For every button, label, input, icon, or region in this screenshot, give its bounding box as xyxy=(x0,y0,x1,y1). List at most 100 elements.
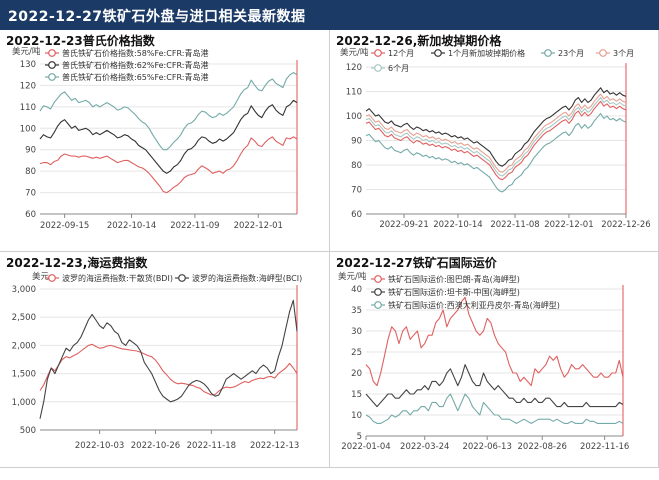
series-line xyxy=(39,343,298,396)
x-tick-label: 2022-11-16 xyxy=(580,442,629,452)
legend-label: 波罗的海运费指数:海岬型(BCI) xyxy=(192,273,302,283)
y-tick-label: 60 xyxy=(25,210,36,220)
x-tick-label: 2022-10-14 xyxy=(433,220,482,230)
y-tick-label: 90 xyxy=(25,146,36,156)
unit-label: 美元 xyxy=(32,271,50,282)
legend-label: 波罗的海运费指数:干散货(BDI) xyxy=(62,273,173,283)
unit-label: 美元/吨 xyxy=(340,47,369,58)
legend-label: 铁矿石国际运价:坦卡斯-中国(海岬型) xyxy=(388,287,520,297)
y-tick-label: 100 xyxy=(20,124,36,134)
legend-swatch-marker xyxy=(178,274,186,282)
y-tick-label: 100 xyxy=(346,112,362,122)
legend-label: 普氏铁矿石价格指数:58%Fe:CFR:青岛港 xyxy=(62,48,208,58)
legend-swatch-marker xyxy=(48,274,56,282)
legend-swatch-marker xyxy=(374,288,382,296)
y-tick-label: 25 xyxy=(351,348,362,358)
legend-swatch-marker xyxy=(374,64,382,72)
x-tick-label: 2022-11-09 xyxy=(170,221,219,231)
x-tick-label: 2022-12-01 xyxy=(544,220,593,230)
chart-panel-freight-index: 2022-12-23,海运费指数 500 1,000 1,500 2,000 2,500… xyxy=(0,252,330,468)
y-tick-label: 90 xyxy=(351,137,362,147)
y-tick-label: 80 xyxy=(25,167,36,177)
y-tick-label: 2,500 xyxy=(12,313,36,323)
y-tick-label: 60 xyxy=(351,210,362,220)
x-tick-label: 2022-11-18 xyxy=(187,441,236,451)
series-line xyxy=(39,136,298,194)
report-header: 2022-12-27铁矿石外盘与进口相关最新数据 xyxy=(0,0,659,30)
y-tick-label: 35 xyxy=(351,306,362,316)
chart-canvas: 60 70 80 90 100 110 120 130 2022-09-15 2022-10-14… xyxy=(12,46,298,231)
legend-swatch-marker xyxy=(374,49,382,57)
legend-label: 1个月新加坡掉期价格 xyxy=(448,48,525,58)
y-tick-label: 3,000 xyxy=(12,285,36,295)
x-tick-label: 2022-03-24 xyxy=(400,442,449,452)
series-line xyxy=(365,100,627,181)
series-line xyxy=(365,393,624,424)
legend-swatch-marker xyxy=(48,49,56,57)
x-tick-label: 2022-10-03 xyxy=(75,441,124,451)
y-tick-label: 120 xyxy=(20,81,36,91)
legend-swatch-marker xyxy=(48,73,56,81)
y-tick-label: 5 xyxy=(357,432,362,442)
y-tick-label: 2,000 xyxy=(12,341,36,351)
chart-title: 2022-12-27铁矿石国际运价 xyxy=(336,256,497,270)
legend-label: 普氏铁矿石价格指数:65%Fe:CFR:青岛港 xyxy=(62,72,208,82)
chart-panel-platts-index: 2022-12-23普氏价格指数 60 70 80 90 100 110 120 130 202… xyxy=(0,30,330,252)
chart-canvas: 60 70 80 90 100 110 120 2022-09-21 2022-10-14 202… xyxy=(340,47,651,230)
legend-swatch-marker xyxy=(374,301,382,309)
chart-title: 2022-12-23,海运费指数 xyxy=(6,256,148,270)
x-tick-label: 2022-10-14 xyxy=(107,221,156,231)
series-line xyxy=(365,364,624,408)
y-tick-label: 80 xyxy=(351,161,362,171)
y-tick-label: 130 xyxy=(20,60,36,70)
x-tick-label: 2022-12-01 xyxy=(234,221,283,231)
x-tick-label: 2022-12-13 xyxy=(250,441,299,451)
chart-canvas: 5 10 15 20 25 30 35 40 2022-01-04 2022-03-24 2022-… xyxy=(338,271,629,452)
chart-title: 2022-12-23普氏价格指数 xyxy=(6,34,155,48)
y-tick-label: 70 xyxy=(351,186,362,196)
legend-label: 23个月 xyxy=(558,49,584,58)
x-tick-label: 2022-01-04 xyxy=(341,442,390,452)
y-tick-label: 500 xyxy=(20,426,36,436)
y-tick-label: 70 xyxy=(25,189,36,199)
legend-label: 3个月 xyxy=(613,49,634,58)
series-line xyxy=(365,93,627,173)
x-tick-label: 2022-08-26 xyxy=(518,442,567,452)
x-tick-label: 2022-09-15 xyxy=(40,221,89,231)
y-tick-label: 110 xyxy=(346,88,362,98)
legend-swatch-marker xyxy=(599,49,607,57)
y-tick-label: 10 xyxy=(351,411,362,421)
legend-swatch-marker xyxy=(48,61,56,69)
unit-label: 美元/吨 xyxy=(12,46,41,57)
series-line xyxy=(365,87,627,167)
series-line xyxy=(365,112,627,193)
series-line xyxy=(39,72,298,151)
report-title: 2022-12-27铁矿石外盘与进口相关最新数据 xyxy=(8,9,306,25)
legend-swatch-marker xyxy=(544,49,552,57)
y-tick-label: 110 xyxy=(20,103,36,113)
y-tick-label: 1,000 xyxy=(12,398,36,408)
y-tick-label: 20 xyxy=(351,369,362,379)
legend-label: 铁矿石国际运价:图巴朗-青岛(海岬型) xyxy=(388,274,520,284)
series-line xyxy=(39,299,298,419)
x-tick-label: 2022-06-13 xyxy=(462,442,511,452)
x-tick-label: 2022-12-26 xyxy=(601,220,650,230)
chart-canvas: 500 1,000 1,500 2,000 2,500 3,000 2022-10-03 20… xyxy=(12,271,303,451)
series-line xyxy=(39,99,298,174)
legend-label: 12个月 xyxy=(388,49,414,58)
y-tick-label: 40 xyxy=(351,285,362,295)
y-tick-label: 15 xyxy=(351,390,362,400)
chart-title: 2022-12-26,新加坡掉期价格 xyxy=(336,34,502,48)
legend-label: 6个月 xyxy=(388,64,409,73)
series-line xyxy=(365,97,627,177)
legend-label: 铁矿石国际运价:西澳大利亚丹皮尔-青岛(海岬型) xyxy=(388,300,560,310)
unit-label: 美元/吨 xyxy=(338,271,367,282)
legend-swatch-marker xyxy=(434,49,442,57)
chart-panel-singapore-swap: 2022-12-26,新加坡掉期价格 60 70 80 90 100 110 120 2022… xyxy=(330,30,659,252)
legend-swatch-marker xyxy=(374,275,382,283)
y-tick-label: 120 xyxy=(346,63,362,73)
chart-panel-ore-freight-rates: 2022-12-27铁矿石国际运价 5 10 15 20 25 30 35 40 2022-01… xyxy=(330,252,659,468)
x-tick-label: 2022-10-26 xyxy=(131,441,180,451)
x-tick-label: 2022-09-21 xyxy=(379,220,428,230)
series-line xyxy=(365,296,624,387)
